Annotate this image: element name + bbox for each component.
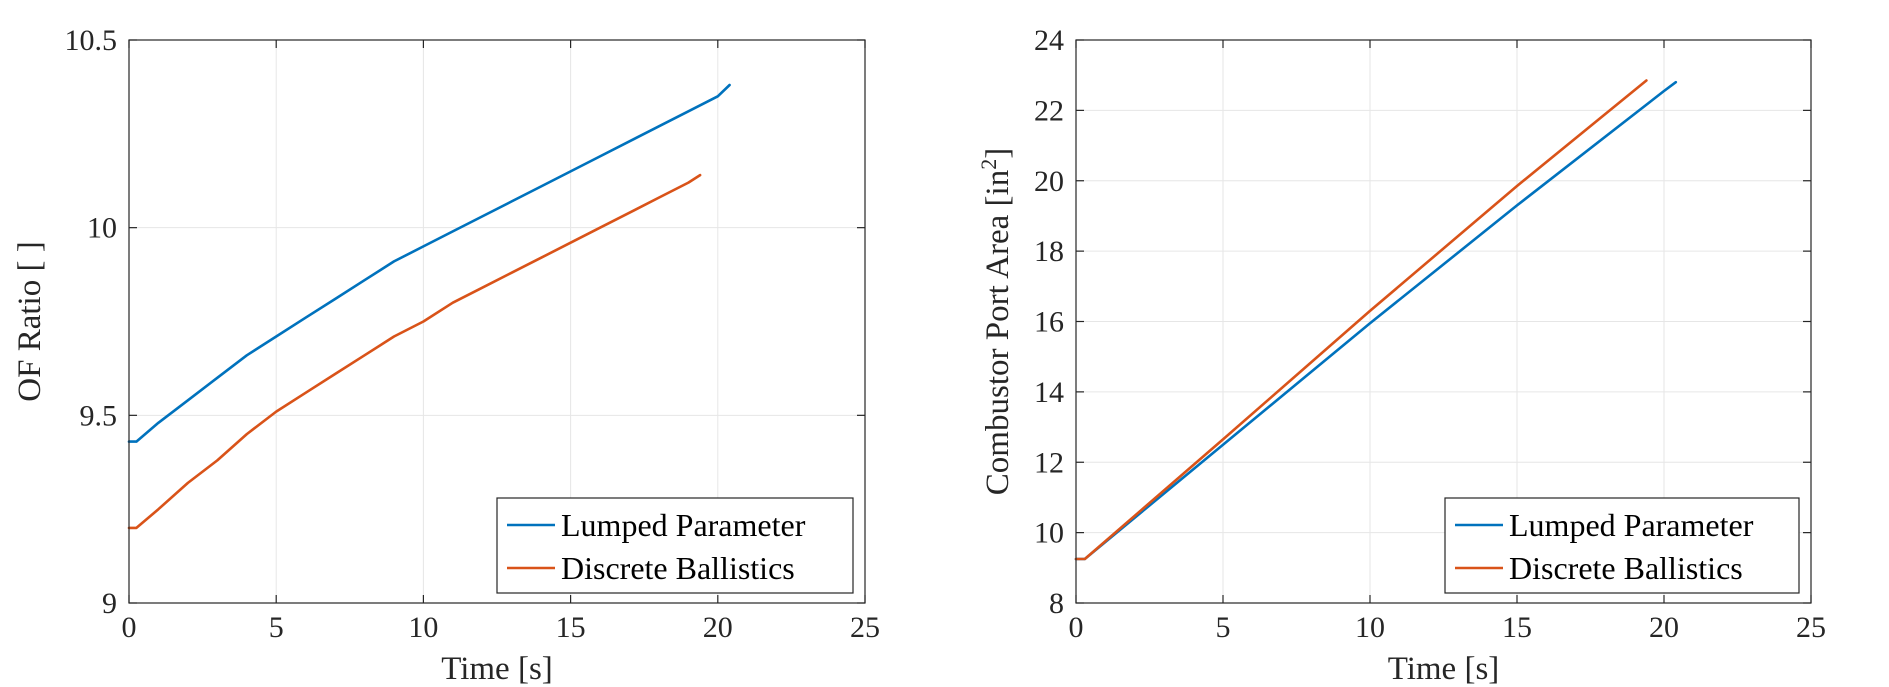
x-tick-label: 25 — [850, 611, 880, 644]
y-tick-label: 16 — [1034, 306, 1064, 339]
legend-box — [1444, 497, 1800, 594]
x-axis-label: Time [s] — [1388, 651, 1500, 687]
legend: Lumped Parameter Discrete Ballistics — [496, 497, 854, 594]
x-tick-label: 20 — [1649, 611, 1679, 644]
y-tick-label: 18 — [1034, 235, 1064, 268]
y-tick-labels: 8 10 12 14 16 18 20 22 24 — [1034, 24, 1064, 620]
legend-label-lumped: Lumped Parameter — [1509, 507, 1754, 543]
y-axis-label-main: Combustor Port Area [in — [980, 170, 1016, 495]
series-line-discrete-ballistics — [127, 173, 702, 530]
x-tick-label: 5 — [269, 611, 284, 644]
y-tick-labels: 9 9.5 10 10.5 — [65, 24, 118, 620]
y-tick-label: 10 — [87, 212, 117, 245]
plot-lines — [127, 83, 731, 530]
y-tick-label: 9.5 — [80, 399, 118, 432]
legend: Lumped Parameter Discrete Ballistics — [1444, 497, 1800, 594]
ticks — [1075, 39, 1812, 604]
legend-label-discrete: Discrete Ballistics — [561, 550, 795, 586]
x-tick-label: 15 — [556, 611, 586, 644]
legend-label-lumped: Lumped Parameter — [561, 507, 806, 543]
plot-area-frame — [128, 39, 866, 604]
y-tick-label: 10 — [1034, 517, 1064, 550]
ticks — [128, 39, 866, 604]
x-axis-label: Time [s] — [441, 651, 553, 687]
x-tick-label: 15 — [1502, 611, 1532, 644]
y-axis-label: OF Ratio [ ] — [12, 241, 48, 401]
series-line-discrete-ballistics — [1074, 79, 1648, 561]
y-tick-label: 10.5 — [65, 24, 118, 57]
y-tick-label: 9 — [102, 587, 117, 620]
legend-box — [496, 497, 854, 594]
plot-lines — [1074, 79, 1678, 561]
y-tick-label: 24 — [1034, 24, 1064, 57]
x-tick-label: 0 — [1069, 611, 1084, 644]
of-ratio-chart: 0 5 10 15 20 25 9 9.5 10 10.5 Time [s] OF Ratio … — [12, 24, 880, 687]
port-area-chart: 0 5 10 15 20 25 8 10 12 14 16 18 20 22 24 Time [s] Co… — [976, 24, 1826, 687]
y-axis-label: Combustor Port Area [in2] — [976, 148, 1016, 495]
x-tick-label: 10 — [408, 611, 438, 644]
y-tick-label: 8 — [1049, 587, 1064, 620]
x-tick-labels: 0 5 10 15 20 25 — [1069, 611, 1827, 644]
x-tick-label: 20 — [703, 611, 733, 644]
y-tick-label: 12 — [1034, 446, 1064, 479]
y-tick-label: 14 — [1034, 376, 1064, 409]
x-tick-label: 5 — [1216, 611, 1231, 644]
x-tick-label: 25 — [1796, 611, 1826, 644]
x-tick-label: 0 — [122, 611, 137, 644]
x-tick-labels: 0 5 10 15 20 25 — [122, 611, 881, 644]
y-axis-label-superscript: 2 — [976, 159, 1001, 170]
legend-label-discrete: Discrete Ballistics — [1509, 550, 1743, 586]
y-tick-label: 20 — [1034, 165, 1064, 198]
y-tick-label: 22 — [1034, 94, 1064, 127]
x-tick-label: 10 — [1355, 611, 1385, 644]
series-line-lumped-parameter — [127, 83, 731, 443]
y-axis-label-close: ] — [980, 148, 1016, 159]
